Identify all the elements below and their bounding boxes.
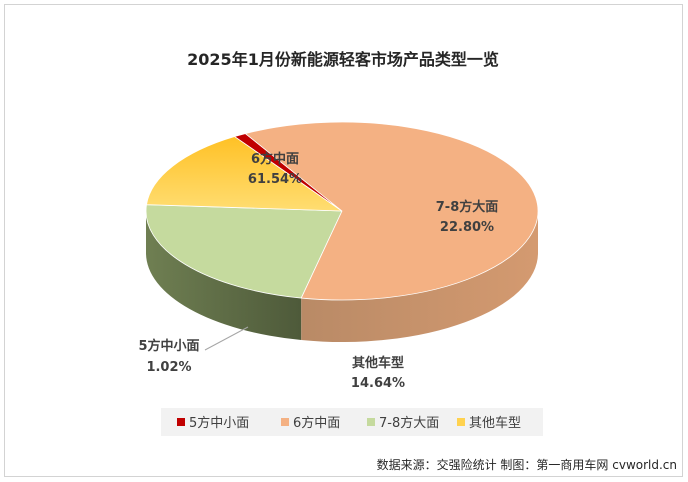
legend-label-5fang: 5方中小面 [189,415,249,431]
legend-item-5fang: 5方中小面 [177,415,249,431]
legend-item-other: 其他车型 [457,415,521,431]
legend-swatch-78fang [367,418,375,426]
label-6fang-name: 6方中面 [251,151,299,167]
chart-title: 2025年1月份新能源轻客市场产品类型一览 [187,50,499,69]
pie-slices [145,121,539,301]
slice-6fang [244,121,539,301]
label-5fang-value: 1.02% [146,360,191,375]
legend-label-6fang: 6方中面 [293,415,340,431]
leader-line-5fang [204,326,249,351]
slice-78fang [145,204,343,299]
label-5fang-name: 5方中小面 [138,338,199,354]
legend-swatch-5fang [177,418,185,426]
label-78fang-value: 22.80% [440,220,494,235]
label-6fang-value: 61.54% [248,172,302,187]
pie-chart: 2025年1月份新能源轻客市场产品类型一览 6方中面 61.54% 7-8方大面… [138,50,677,472]
slice-78fang-side [146,211,302,341]
slice-other [146,136,344,212]
legend-swatch-6fang [281,418,289,426]
legend-swatch-other [457,418,465,426]
label-other-name: 其他车型 [352,355,404,371]
label-other-value: 14.64% [351,376,405,391]
chart-frame: 2025年1月份新能源轻客市场产品类型一览 6方中面 61.54% 7-8方大面… [4,4,683,477]
source-note: 数据来源：交强险统计 制图：第一商用车网 cvworld.cn [377,457,677,472]
legend-item-78fang: 7-8方大面 [367,415,439,431]
slice-6fang-side [301,211,538,342]
legend-item-6fang: 6方中面 [281,415,340,431]
label-78fang-name: 7-8方大面 [436,199,499,215]
legend-label-78fang: 7-8方大面 [379,415,439,431]
pie-side-walls [146,211,538,342]
legend-box [161,408,543,436]
legend-label-other: 其他车型 [469,415,521,431]
